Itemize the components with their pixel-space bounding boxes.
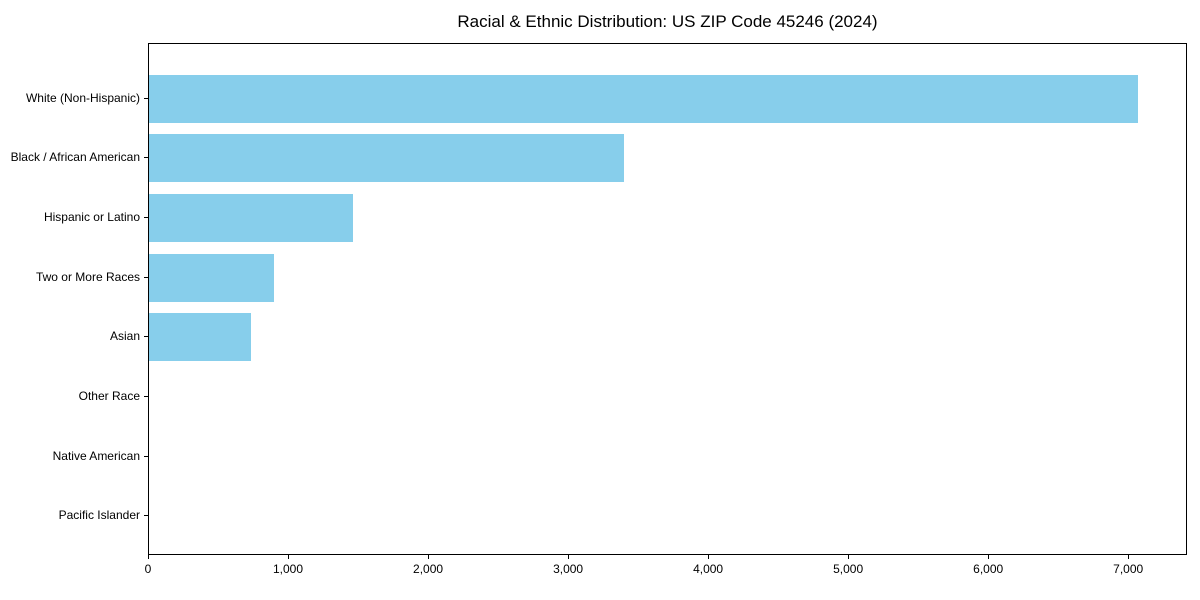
bar [149, 193, 354, 242]
bar [149, 253, 274, 302]
bar [149, 313, 251, 362]
category-label: Black / African American [10, 150, 140, 165]
category-label: Asian [109, 329, 140, 344]
category-label: Other Race [78, 389, 140, 403]
x-tick-mark [288, 555, 290, 559]
x-tick-mark [568, 555, 570, 559]
bar [149, 74, 1138, 123]
category-label: Two or More Races [35, 269, 140, 284]
chart-title: Racial & Ethnic Distribution: US ZIP Cod… [457, 12, 878, 31]
x-tick-mark [708, 555, 710, 559]
y-tick-mark [144, 97, 148, 99]
y-tick-mark [144, 396, 148, 397]
y-tick-mark [144, 515, 148, 517]
y-tick-mark [144, 276, 148, 278]
plot-area [148, 43, 1187, 555]
x-tick-label: 1,000 [273, 562, 304, 576]
bar [149, 134, 624, 183]
x-tick-label: 3,000 [553, 562, 584, 576]
x-tick-mark [848, 555, 850, 559]
x-tick-label: 0 [144, 562, 152, 576]
category-label: Native American [52, 448, 140, 463]
x-tick-label: 7,000 [1113, 562, 1144, 576]
x-tick-mark [988, 555, 990, 559]
x-tick-label: 5,000 [833, 562, 864, 576]
x-tick-label: 6,000 [973, 562, 1004, 576]
category-label: Pacific Islander [58, 508, 140, 523]
y-tick-mark [144, 455, 148, 457]
category-label: White (Non-Hispanic) [25, 90, 140, 105]
y-tick-mark [144, 157, 148, 159]
x-tick-mark [148, 555, 149, 559]
x-tick-mark [1128, 555, 1130, 559]
x-tick-label: 2,000 [413, 562, 444, 576]
x-tick-label: 4,000 [693, 562, 724, 576]
x-tick-mark [428, 555, 430, 559]
y-tick-mark [144, 336, 148, 338]
y-tick-mark [144, 216, 148, 218]
category-label: Hispanic or Latino [43, 209, 140, 224]
